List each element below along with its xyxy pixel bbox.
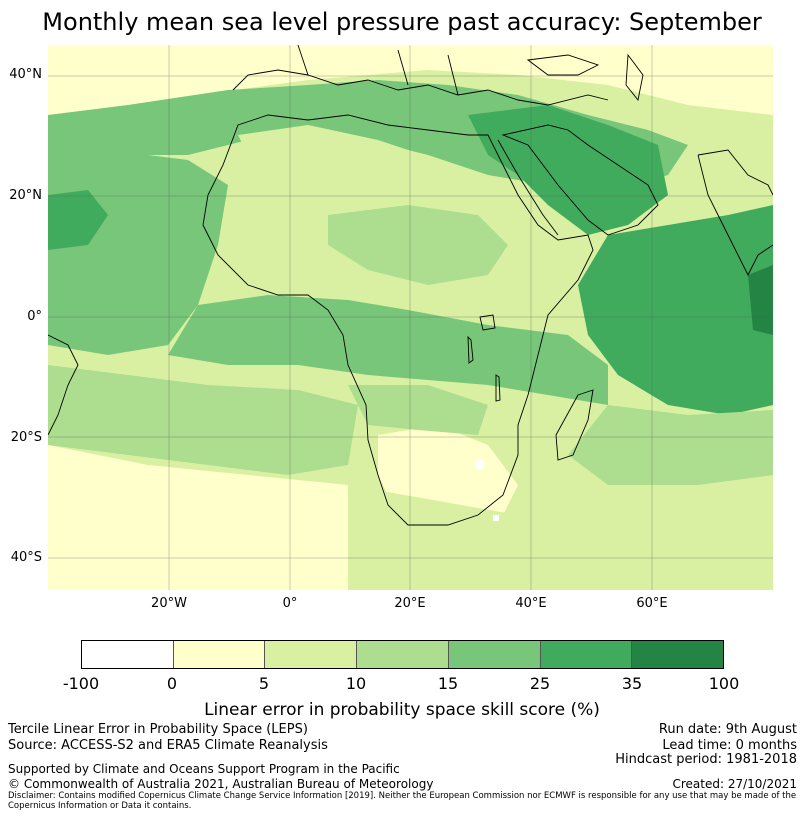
coastlines <box>48 45 773 526</box>
coast-caspian <box>625 53 644 102</box>
region-indian-ocean <box>578 205 773 415</box>
region-south-mid <box>348 475 773 590</box>
lat-label-40n: 40°N <box>9 67 42 82</box>
colorbar-tick: -100 <box>62 674 100 693</box>
region-arabia <box>468 105 668 235</box>
colorbar-tick: 0 <box>166 674 178 693</box>
lake-malawi <box>495 374 501 402</box>
gridlines <box>48 45 773 590</box>
speck <box>476 460 484 470</box>
lon-label-0: 0° <box>282 596 298 611</box>
colorbar-tick: 10 <box>345 674 367 693</box>
coast-arabia <box>501 124 659 236</box>
footer-source: Source: ACCESS-S2 and ERA5 Climate Reana… <box>8 738 328 753</box>
region-equatorial <box>168 295 608 405</box>
coast-africa <box>202 114 594 526</box>
footer-run-date: Run date: 9th August <box>658 722 797 737</box>
region-south-atlantic <box>48 365 358 475</box>
colorbar-tick: 100 <box>708 674 740 693</box>
colorbar-swatch <box>82 641 174 668</box>
footer-support: Supported by Climate and Oceans Support … <box>8 762 400 776</box>
lat-label-0: 0° <box>27 309 42 324</box>
lake-victoria <box>479 314 496 331</box>
coast-black-sea <box>526 54 600 76</box>
colorbar-tick: 25 <box>529 674 551 693</box>
region-southern-africa-mid <box>348 385 488 435</box>
region-sahara-north <box>238 125 468 205</box>
lon-label-20w: 20°W <box>151 596 187 611</box>
colorbar-swatch <box>265 641 358 668</box>
region-south-pale <box>48 445 348 590</box>
lon-label-60e: 60°E <box>636 596 668 611</box>
coast-south-america <box>48 334 79 436</box>
colorbar-swatch <box>540 641 633 668</box>
footer-disclaimer: Disclaimer: Contains modified Copernicus… <box>8 791 797 811</box>
skill-map <box>48 45 773 590</box>
speck <box>493 515 499 521</box>
colorbar-swatch <box>632 641 724 668</box>
region-indian-darkest <box>748 265 773 335</box>
colorbar-swatch <box>357 641 449 668</box>
coast-india <box>697 149 773 277</box>
region-north-pale <box>48 45 773 125</box>
footer-created: Created: 27/10/2021 <box>672 777 797 791</box>
footer-lead-time: Lead time: 0 months <box>662 738 797 753</box>
colorbar-tick: 5 <box>258 674 270 693</box>
coast-madagascar <box>555 389 594 461</box>
region-atlantic-dark <box>48 190 108 250</box>
chart-title: Monthly mean sea level pressure past acc… <box>42 8 762 36</box>
lat-label-40s: 40°S <box>10 550 42 565</box>
footer-hindcast: Hindcast period: 1981-2018 <box>615 752 797 767</box>
lon-label-40e: 40°E <box>515 596 547 611</box>
lake-tanganyika <box>467 335 474 364</box>
lat-label-20s: 20°S <box>10 430 42 445</box>
coast-red-sea <box>497 139 559 236</box>
colorbar-swatch <box>173 641 266 668</box>
colorbar-tick: 15 <box>437 674 459 693</box>
coast-europe <box>232 45 609 106</box>
lon-label-20e: 20°E <box>394 596 426 611</box>
region-south-indian <box>568 405 773 485</box>
colorbar-label: Linear error in probability space skill … <box>204 700 600 720</box>
region-sahara-central <box>328 205 508 285</box>
map-svg <box>48 45 773 590</box>
footer-copyright: © Commonwealth of Australia 2021, Austra… <box>8 777 434 791</box>
colorbar-tick: 35 <box>621 674 643 693</box>
footer-method: Tercile Linear Error in Probability Spac… <box>8 722 308 737</box>
colorbar-swatch <box>448 641 541 668</box>
colorbar <box>81 640 724 669</box>
lat-label-20n: 20°N <box>9 188 42 203</box>
